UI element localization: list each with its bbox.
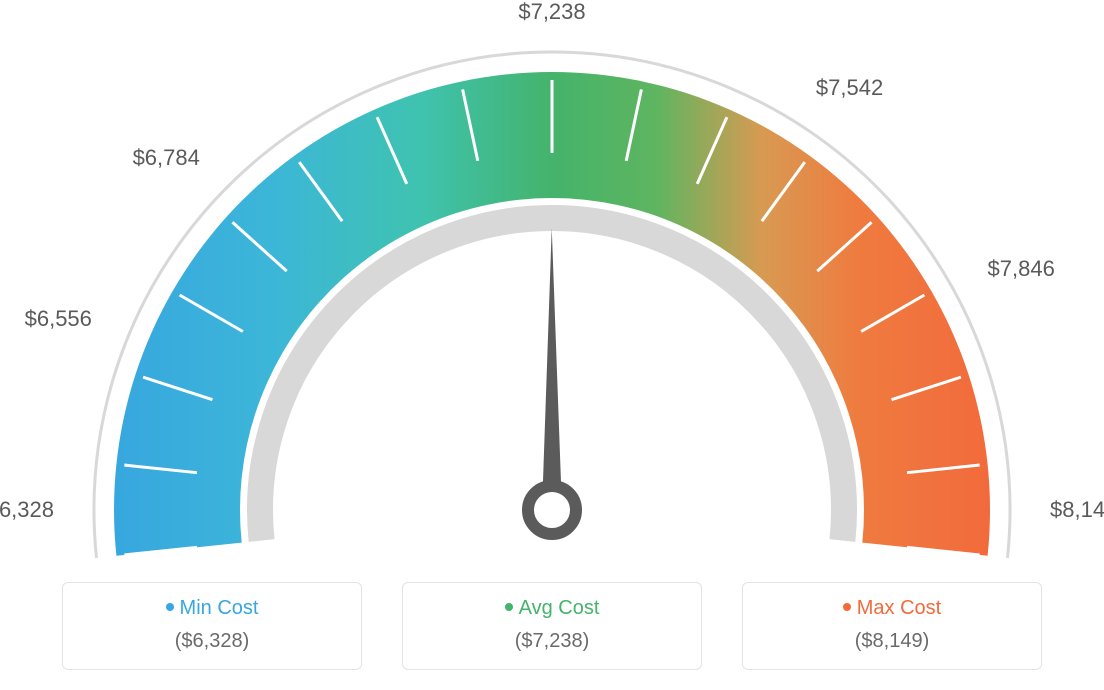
legend-title-min: Min Cost xyxy=(63,597,361,620)
gauge-tick-label: $6,556 xyxy=(25,306,92,332)
gauge-tick-label: $7,238 xyxy=(518,0,585,25)
legend-row: Min Cost ($6,328) Avg Cost ($7,238) Max … xyxy=(0,582,1104,670)
gauge-area: $6,328 $6,556 $6,784 $7,238 $7,542 $7,846 $8,1… xyxy=(0,0,1104,560)
gauge-tick-label: $7,846 xyxy=(988,256,1055,282)
gauge-tick-label: $8,149 xyxy=(1050,497,1104,523)
legend-value-min: ($6,328) xyxy=(63,630,361,653)
legend-title-avg: Avg Cost xyxy=(403,597,701,620)
gauge-tick-label: $7,542 xyxy=(816,75,883,101)
legend-card-avg: Avg Cost ($7,238) xyxy=(402,582,702,670)
gauge-svg xyxy=(0,0,1104,560)
dot-icon xyxy=(843,603,851,611)
legend-card-min: Min Cost ($6,328) xyxy=(62,582,362,670)
cost-gauge-chart: $6,328 $6,556 $6,784 $7,238 $7,542 $7,846 $8,1… xyxy=(0,0,1104,690)
legend-title-text: Min Cost xyxy=(180,597,259,619)
legend-title-text: Max Cost xyxy=(857,597,941,619)
legend-card-max: Max Cost ($8,149) xyxy=(742,582,1042,670)
dot-icon xyxy=(505,603,513,611)
legend-title-max: Max Cost xyxy=(743,597,1041,620)
gauge-tick-label: $6,328 xyxy=(0,497,54,523)
gauge-tick-label: $6,784 xyxy=(133,145,200,171)
legend-value-avg: ($7,238) xyxy=(403,630,701,653)
legend-value-max: ($8,149) xyxy=(743,630,1041,653)
legend-title-text: Avg Cost xyxy=(519,597,600,619)
dot-icon xyxy=(166,603,174,611)
